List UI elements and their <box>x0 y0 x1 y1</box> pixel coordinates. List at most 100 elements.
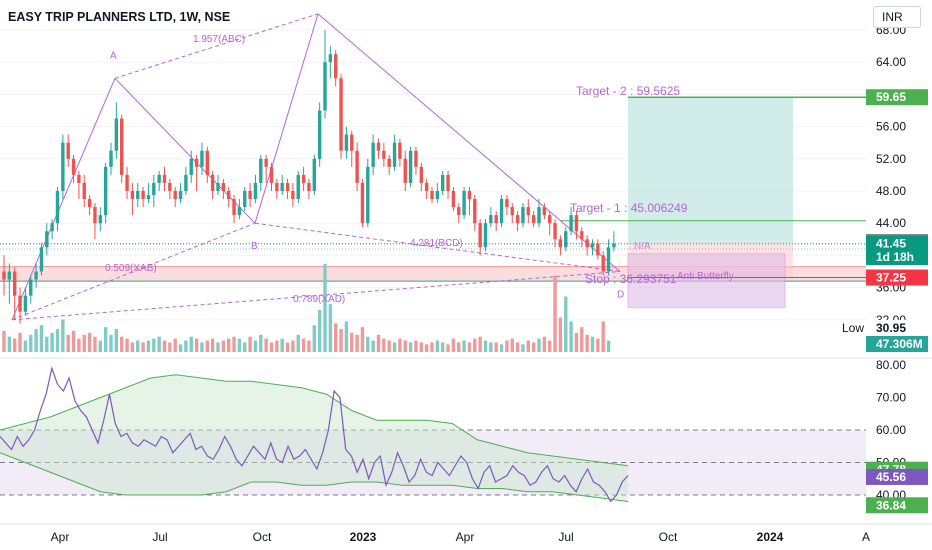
candle-body <box>285 182 290 191</box>
candle-body <box>548 215 552 224</box>
candle-body <box>542 207 547 216</box>
price-tag: 59.65 <box>876 90 906 104</box>
price-pane[interactable]: A B D 1.957(ABC) 0.509(XAB) 4.281(BCD) 0.789(X… <box>0 13 928 352</box>
x-tick-label: Oct <box>253 530 272 544</box>
volume-bar <box>77 338 81 352</box>
price-tag-bg <box>866 269 928 286</box>
volume-bar <box>408 342 413 352</box>
volume-bar <box>87 332 92 352</box>
candle-body <box>601 255 605 272</box>
candle-body <box>387 158 391 167</box>
pattern-ratio-XD <box>11 271 621 321</box>
candle-body <box>259 158 263 183</box>
rsi-tag-bg <box>866 497 928 514</box>
candle-body <box>307 182 311 191</box>
volume-bar <box>253 340 258 352</box>
candle-body <box>232 199 236 216</box>
x-tick-label: 2024 <box>757 530 784 544</box>
price-tick-label: 48.00 <box>876 184 906 198</box>
candle-body <box>248 191 252 200</box>
candle-body <box>120 118 124 175</box>
volume-bar <box>371 340 375 352</box>
volume-bar <box>189 336 193 352</box>
volume-bar <box>93 336 97 352</box>
volume-bar <box>419 342 423 352</box>
volume-bar <box>120 336 124 352</box>
volume-bar <box>531 342 536 352</box>
volume-bar <box>13 338 17 352</box>
volume-bar <box>114 329 119 352</box>
volume-bar <box>441 342 445 352</box>
candle-body <box>189 158 193 175</box>
volume-bar <box>403 340 407 352</box>
price-tag-bg <box>866 89 928 106</box>
volume-bar <box>178 344 183 352</box>
pattern-name-label: Anti Butterfly <box>677 271 734 282</box>
volume-bar <box>82 334 86 352</box>
price-tag-bg <box>866 319 928 336</box>
volume-bar <box>98 340 102 352</box>
volume-bar <box>473 338 477 352</box>
volume-bar <box>569 321 573 352</box>
currency-button[interactable]: INR <box>873 6 921 28</box>
volume-bar <box>291 340 295 352</box>
volume-bar <box>360 327 365 352</box>
volume-bar <box>574 332 579 352</box>
volume-bar <box>505 340 509 352</box>
volume-bar <box>200 342 204 352</box>
candle-body <box>141 191 145 200</box>
volume-bar <box>269 342 274 352</box>
x-tick-label: Oct <box>659 530 678 544</box>
chart-title: EASY TRIP PLANNERS LTD, 1W, NSE <box>8 10 230 24</box>
candle-body <box>77 174 81 183</box>
volume-bar <box>558 317 563 352</box>
pattern-leg-AB <box>114 77 256 224</box>
volume-bar <box>259 334 263 352</box>
candle-body <box>2 271 6 280</box>
volume-bar <box>424 344 429 352</box>
x-tick-label: Jul <box>558 530 573 544</box>
volume-bar <box>50 332 54 352</box>
volume-bar <box>398 338 402 352</box>
candle-body <box>499 199 504 224</box>
volume-bar <box>435 340 440 352</box>
volume-bar <box>590 336 595 352</box>
candle-body <box>301 174 306 183</box>
candle-body <box>344 134 349 151</box>
rsi-tag: 45.56 <box>876 470 906 484</box>
candle-body <box>50 223 54 232</box>
rsi-tick-label: 80.00 <box>876 358 906 372</box>
candle-body <box>323 62 327 111</box>
x-tick-label: Jul <box>152 530 167 544</box>
volume-bar <box>451 338 456 352</box>
volume-bar <box>227 338 231 352</box>
candle-body <box>398 142 402 159</box>
rsi-tag: 36.84 <box>876 498 906 512</box>
candle-body <box>478 223 482 248</box>
volume-bar <box>61 319 65 352</box>
volume-bar <box>232 336 236 352</box>
candle-body <box>371 142 375 167</box>
volume-bar <box>141 342 145 352</box>
volume-bar <box>168 342 172 352</box>
volume-bar <box>350 332 354 352</box>
candle-body <box>510 207 514 216</box>
candle-body <box>146 195 151 200</box>
price-tag-bg <box>866 235 928 252</box>
volume-bar <box>606 340 611 352</box>
candle-body <box>355 150 359 183</box>
candle-body <box>194 158 199 167</box>
rsi-tag-bg <box>866 468 928 485</box>
candle-body <box>125 174 129 191</box>
volume-bar <box>446 344 450 352</box>
candle-body <box>515 215 520 224</box>
candle-body <box>483 223 488 248</box>
candle-body <box>366 166 370 224</box>
candle-body <box>424 182 429 191</box>
candle-body <box>467 191 472 200</box>
candle-body <box>376 142 381 151</box>
volume-bar <box>387 340 391 352</box>
candle-body <box>237 207 242 216</box>
